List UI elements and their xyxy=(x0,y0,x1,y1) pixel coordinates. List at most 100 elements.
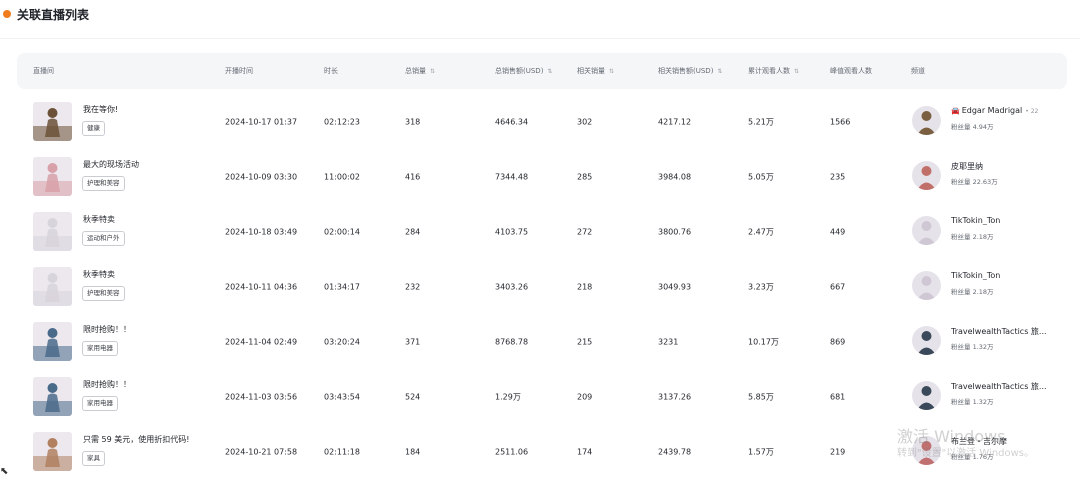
duration-cell: 02:11:18 xyxy=(324,447,360,456)
related-sales-cell: 302 xyxy=(577,117,593,126)
table-row[interactable]: 最大的现场活动 护理和美容 2024-10-09 03:30 11:00:02 416 7… xyxy=(17,149,1067,204)
peak-views-cell: 235 xyxy=(830,172,846,181)
channel-name[interactable]: TravelwealthTactics 旅... xyxy=(951,326,1047,337)
sort-icon[interactable]: ⇅ xyxy=(430,68,435,75)
category-tag: 护理和美容 xyxy=(82,176,125,191)
channel-avatar[interactable] xyxy=(912,326,941,355)
peak-views-cell: 869 xyxy=(830,337,846,346)
col-header-cumulative-views[interactable]: 累计观看人数 ⇅ xyxy=(748,53,799,89)
channel-fans-count: 粉丝量 1.76万 xyxy=(951,453,994,461)
channel-name[interactable]: TikTokin_Ton xyxy=(951,216,1000,225)
category-tag: 运动和户外 xyxy=(82,231,125,246)
category-tag: 家用电器 xyxy=(82,341,118,356)
peak-views-cell: 667 xyxy=(830,282,846,291)
category-tag: 健康 xyxy=(82,121,105,136)
cumulative-views-cell: 3.23万 xyxy=(748,282,774,291)
live-title[interactable]: 限时抢购！！ xyxy=(83,325,131,334)
related-revenue-cell: 3231 xyxy=(658,337,679,346)
sort-icon[interactable]: ⇅ xyxy=(794,68,799,75)
windows-activation-hint: 转到"设置"以激活 Windows。 xyxy=(897,448,1035,459)
col-header-peak-views: 峰值观看人数 xyxy=(830,67,872,75)
peak-views-cell: 681 xyxy=(830,392,846,401)
table-row[interactable]: 限时抢购！！ 家用电器 2024-11-04 02:49 03:20:24 371 876… xyxy=(17,314,1067,369)
start-time-cell: 2024-10-17 01:37 xyxy=(225,117,298,126)
related-sales-cell: 209 xyxy=(577,392,593,401)
live-thumbnail[interactable] xyxy=(33,267,72,306)
cumulative-views-cell: 5.85万 xyxy=(748,392,774,401)
duration-cell: 11:00:02 xyxy=(324,172,360,181)
col-header-related-revenue[interactable]: 相关销售额(USD) ⇅ xyxy=(658,53,722,89)
peak-views-cell: 219 xyxy=(830,447,846,456)
channel-avatar[interactable] xyxy=(912,381,941,410)
total-revenue-cell: 3403.26 xyxy=(495,282,529,291)
related-sales-cell: 174 xyxy=(577,447,593,456)
channel-avatar[interactable] xyxy=(912,436,941,465)
channel-name[interactable]: TravelwealthTactics 旅... xyxy=(951,381,1047,392)
live-title[interactable]: 最大的现场活动 xyxy=(83,160,139,169)
total-revenue-cell: 4646.34 xyxy=(495,117,529,126)
live-title[interactable]: 秋季特卖 xyxy=(83,215,115,224)
channel-avatar[interactable] xyxy=(912,271,941,300)
cumulative-views-cell: 1.57万 xyxy=(748,447,774,456)
live-thumbnail[interactable] xyxy=(33,377,72,416)
channel-avatar[interactable] xyxy=(912,161,941,190)
channel-name-text: TikTokin_Ton xyxy=(951,216,1001,225)
live-title[interactable]: 我在等你! xyxy=(83,105,119,114)
col-header-total-sales[interactable]: 总销量 ⇅ xyxy=(405,53,435,89)
table-row[interactable]: 秋季特卖 运动和户外 2024-10-18 03:49 02:00:14 284 4103… xyxy=(17,204,1067,259)
channel-name-text: TikTokin_Ton xyxy=(951,271,1001,280)
page-title: 关联直播列表 xyxy=(17,8,90,22)
live-thumbnail[interactable] xyxy=(33,432,72,471)
related-revenue-cell: 3984.08 xyxy=(658,172,692,181)
cumulative-views-cell: 5.05万 xyxy=(748,172,774,181)
sort-icon[interactable]: ⇅ xyxy=(717,68,722,75)
total-revenue-cell: 7344.48 xyxy=(495,172,529,181)
table-row[interactable]: 只需 59 美元，使用折扣代码! 家具 2024-10-21 07:58 02:11:… xyxy=(17,424,1067,479)
channel-fans-count: 粉丝量 1.32万 xyxy=(951,343,994,351)
total-sales-cell: 371 xyxy=(405,337,421,346)
table-row[interactable]: 限时抢购！！ 家用电器 2024-11-03 03:56 03:43:54 524 1.2… xyxy=(17,369,1067,424)
duration-cell: 03:20:24 xyxy=(324,337,360,346)
col-header-related-sales[interactable]: 相关销量 ⇅ xyxy=(577,53,614,89)
table-row[interactable]: 我在等你! 健康 2024-10-17 01:37 02:12:23 318 4646.3… xyxy=(17,94,1067,149)
total-sales-cell: 184 xyxy=(405,447,421,456)
sort-icon[interactable]: ⇅ xyxy=(609,68,614,75)
start-time-cell: 2024-11-04 02:49 xyxy=(225,337,298,346)
live-list-card: 直播间 开播时间 时长 总销量 ⇅ 总销售额(USD) ⇅ 相关销量 ⇅ 相关销售额(… xyxy=(0,38,1080,478)
channel-name-text: 皮耶里纳 xyxy=(951,162,983,171)
start-time-cell: 2024-10-11 04:36 xyxy=(225,282,298,291)
cumulative-views-cell: 2.47万 xyxy=(748,227,774,236)
live-title[interactable]: 秋季特卖 xyxy=(83,270,115,279)
live-thumbnail[interactable] xyxy=(33,102,72,141)
related-sales-cell: 215 xyxy=(577,337,593,346)
live-title[interactable]: 只需 59 美元，使用折扣代码! xyxy=(83,435,190,444)
total-sales-cell: 318 xyxy=(405,117,421,126)
table-row[interactable]: 秋季特卖 护理和美容 2024-10-11 04:36 01:34:17 232 3403… xyxy=(17,259,1067,314)
duration-cell: 02:12:23 xyxy=(324,117,360,126)
live-title[interactable]: 限时抢购！！ xyxy=(83,380,131,389)
channel-fans-count: 粉丝量 1.32万 xyxy=(951,398,994,406)
related-revenue-cell: 2439.78 xyxy=(658,447,692,456)
live-thumbnail[interactable] xyxy=(33,322,72,361)
total-sales-cell: 284 xyxy=(405,227,421,236)
start-time-cell: 2024-10-21 07:58 xyxy=(225,447,298,456)
sort-icon[interactable]: ⇅ xyxy=(547,68,552,75)
channel-name[interactable]: 🚘 Edgar Madrigal • 22 xyxy=(951,106,1038,115)
total-sales-cell: 232 xyxy=(405,282,421,291)
peak-views-cell: 1566 xyxy=(830,117,851,126)
col-header-start-time: 开播时间 xyxy=(225,67,253,75)
channel-avatar[interactable] xyxy=(912,106,941,135)
channel-avatar[interactable] xyxy=(912,216,941,245)
title-dot-icon xyxy=(3,10,11,18)
table-header: 直播间 开播时间 时长 总销量 ⇅ 总销售额(USD) ⇅ 相关销量 ⇅ 相关销售额(… xyxy=(17,53,1067,89)
channel-name[interactable]: 皮耶里纳 xyxy=(951,161,983,172)
channel-name[interactable]: TikTokin_Ton xyxy=(951,271,1000,280)
duration-cell: 03:43:54 xyxy=(324,392,360,401)
live-thumbnail[interactable] xyxy=(33,212,72,251)
col-header-total-revenue[interactable]: 总销售额(USD) ⇅ xyxy=(495,53,552,89)
col-header-channel: 频道 xyxy=(911,67,925,75)
windows-activation-watermark: 激活 Windows xyxy=(897,427,1006,446)
cumulative-views-cell: 10.17万 xyxy=(748,337,779,346)
related-revenue-cell: 3049.93 xyxy=(658,282,692,291)
live-thumbnail[interactable] xyxy=(33,157,72,196)
